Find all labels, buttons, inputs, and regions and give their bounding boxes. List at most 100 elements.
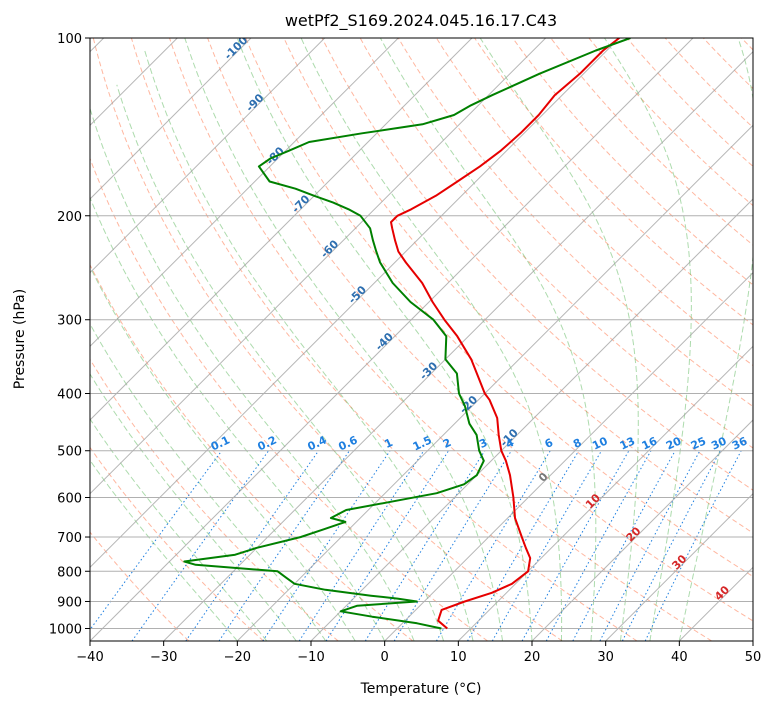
isotherm-label: 20 <box>624 524 644 544</box>
mixing-ratio-line <box>185 450 320 641</box>
moist-adiabat <box>90 373 297 641</box>
moist-adiabat <box>90 418 268 641</box>
dry-adiabat <box>207 38 753 622</box>
moist-adiabat <box>300 38 563 641</box>
mixing-ratio-label: 1 <box>382 436 394 451</box>
y-tick-label: 200 <box>57 210 82 225</box>
mixing-ratio-label: 6 <box>543 436 556 451</box>
plot-frame <box>89 37 754 642</box>
y-tick-label: 300 <box>57 314 82 329</box>
dry-adiabat <box>90 531 190 641</box>
isotherm <box>90 38 694 641</box>
moist-adiabat <box>90 322 327 641</box>
mixing-ratio-label: 20 <box>664 434 684 452</box>
x-tick-label: 0 <box>381 650 389 665</box>
isotherm-label: -40 <box>373 330 396 353</box>
temperature-profile <box>390 38 620 630</box>
mixing-ratio-line <box>491 450 602 641</box>
mixing-ratio-line <box>131 450 270 641</box>
mixing-ratio-label: 25 <box>689 434 708 452</box>
isotherm <box>90 38 326 274</box>
dry-adiabat <box>626 38 753 168</box>
isotherm-label: -60 <box>318 237 341 260</box>
dry-adiabat <box>741 38 753 51</box>
x-tick-label: 10 <box>450 650 467 665</box>
isotherm <box>310 198 753 641</box>
y-tick-label: 600 <box>57 491 82 506</box>
mixing-ratio-line <box>393 450 512 641</box>
isotherm <box>90 38 473 421</box>
isotherm-label: -50 <box>346 283 369 306</box>
moist-adiabat <box>236 38 533 641</box>
x-tick-label: −30 <box>150 650 177 665</box>
mixing-ratio-line <box>435 450 551 641</box>
moist-adiabat <box>90 459 238 641</box>
isotherms <box>90 38 753 641</box>
mixing-ratio-label: 30 <box>709 434 729 452</box>
dry-adiabat <box>435 38 753 367</box>
dry-adiabat <box>90 263 414 641</box>
x-tick-label: 50 <box>745 650 762 665</box>
moist-adiabat <box>379 38 597 641</box>
mixing-ratio-label: 10 <box>590 434 610 452</box>
isotherm <box>752 640 753 641</box>
isotherm-label: -30 <box>417 359 440 382</box>
dry-adiabat <box>90 358 339 641</box>
isotherm <box>90 38 252 200</box>
dry-adiabat <box>321 38 753 491</box>
moist-adiabat <box>144 50 474 641</box>
dry-adiabat <box>550 38 753 246</box>
mixing-ratio-line <box>298 450 425 641</box>
isotherm <box>90 38 399 348</box>
moist-adiabat <box>90 265 356 641</box>
isotherm <box>531 419 753 641</box>
moist-adiabat <box>479 38 639 641</box>
y-axis: 100 200 300 400 500 600 700 800 900 1000 <box>49 32 90 637</box>
isotherm <box>90 38 620 569</box>
y-tick-label: 1000 <box>49 622 82 637</box>
x-tick-label: −10 <box>297 650 324 665</box>
mixing-ratio-label: 2 <box>441 436 453 451</box>
dry-adiabat <box>397 38 753 408</box>
x-axis-title: Temperature (°C) <box>360 681 482 697</box>
x-tick-label: 20 <box>524 650 541 665</box>
y-axis-title: Pressure (hPa) <box>12 289 28 389</box>
mixing-ratio-line <box>521 450 630 641</box>
isotherm <box>90 38 547 495</box>
x-tick-label: 40 <box>671 650 688 665</box>
isotherm <box>605 492 753 641</box>
dry-adiabat <box>702 38 753 90</box>
mixing-ratio-lines <box>90 450 742 641</box>
x-tick-label: 30 <box>597 650 614 665</box>
x-tick-label: −40 <box>76 650 103 665</box>
mixing-ratio-line <box>218 450 350 641</box>
isotherm-label: 10 <box>583 491 603 511</box>
mixing-ratio-label: 36 <box>730 434 750 452</box>
x-axis: −40 −30 −20 −10 0 10 20 30 40 50 <box>76 641 761 665</box>
plot-area: -100-90-80-70-60-50-40-30-20-10010203040… <box>90 38 753 641</box>
mixing-ratio-line <box>545 450 652 641</box>
mixing-ratio-line <box>644 450 742 641</box>
mixing-ratio-line <box>90 450 223 631</box>
isotherm <box>384 271 753 641</box>
y-tick-label: 700 <box>57 531 82 546</box>
dry-adiabat <box>92 38 563 641</box>
moist-adiabat <box>604 38 692 641</box>
moist-adiabat <box>90 196 386 641</box>
y-tick-label: 400 <box>57 388 82 403</box>
dry-adiabat <box>474 38 753 326</box>
dry-adiabat <box>664 38 753 129</box>
y-tick-label: 500 <box>57 445 82 460</box>
isotherm <box>457 345 753 641</box>
moist-adiabat <box>90 106 415 641</box>
mixing-ratio-line <box>364 450 486 641</box>
pressure-gridlines <box>90 38 753 629</box>
y-tick-label: 800 <box>57 565 82 580</box>
isotherm-label: -70 <box>289 192 312 215</box>
isotherm-label: 30 <box>669 552 689 572</box>
dry-adiabat <box>512 38 753 286</box>
sounding-series <box>183 38 631 630</box>
mixing-ratio-line <box>262 450 391 641</box>
mixing-ratio-label: 16 <box>640 434 660 452</box>
